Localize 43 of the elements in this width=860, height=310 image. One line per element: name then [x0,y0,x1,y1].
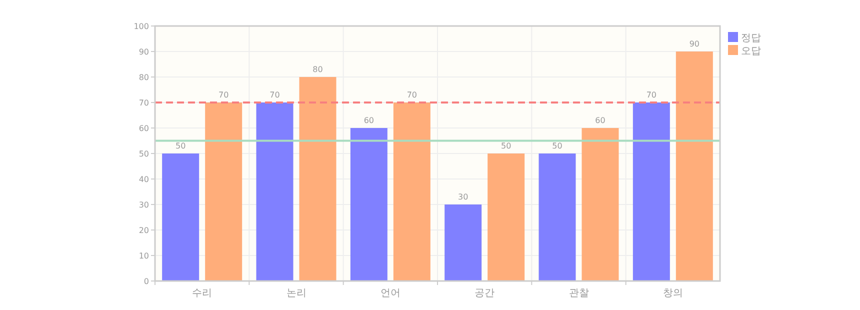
data-label: 70 [218,90,229,100]
data-label: 60 [364,116,374,125]
x-tick-label: 창의 [662,288,683,299]
x-tick-label: 수리 [192,288,212,299]
y-tick-label: 100 [134,22,149,31]
data-label: 50 [552,142,562,150]
x-tick-label: 언어 [380,288,400,299]
x-tick-label: 논리 [286,288,306,299]
data-label: 90 [689,40,700,48]
bar [256,102,294,281]
y-tick-label: 10 [138,252,149,260]
bar [162,154,200,281]
y-tick-label: 80 [138,73,149,82]
y-tick-label: 60 [138,124,149,133]
y-tick-label: 20 [138,226,149,235]
bar [205,102,242,281]
y-tick-label: 70 [138,98,149,108]
data-label: 50 [175,142,186,150]
y-tick-label: 40 [138,175,149,184]
x-tick-label: 관찰 [568,288,589,299]
x-tick-label: 공간 [474,288,495,299]
data-label: 60 [595,116,606,125]
data-label: 70 [646,90,657,100]
bar [299,77,336,281]
data-label: 70 [270,90,280,100]
bar [488,154,525,281]
bar [444,204,482,281]
data-label: 70 [406,90,418,100]
bar [538,154,576,281]
data-label: 50 [500,142,512,150]
y-tick-label: 30 [138,200,149,210]
bar [632,102,670,281]
y-tick-label: 50 [138,150,149,158]
legend-label: 정답 [741,33,761,44]
y-tick-label: 0 [144,277,149,286]
bar [350,128,388,281]
y-tick-label: 90 [138,48,149,56]
legend-label: 오답 [741,46,761,57]
data-label: 30 [458,192,468,202]
bar [676,52,713,281]
data-label: 80 [312,65,323,74]
bar [582,128,619,281]
bar [393,102,430,281]
